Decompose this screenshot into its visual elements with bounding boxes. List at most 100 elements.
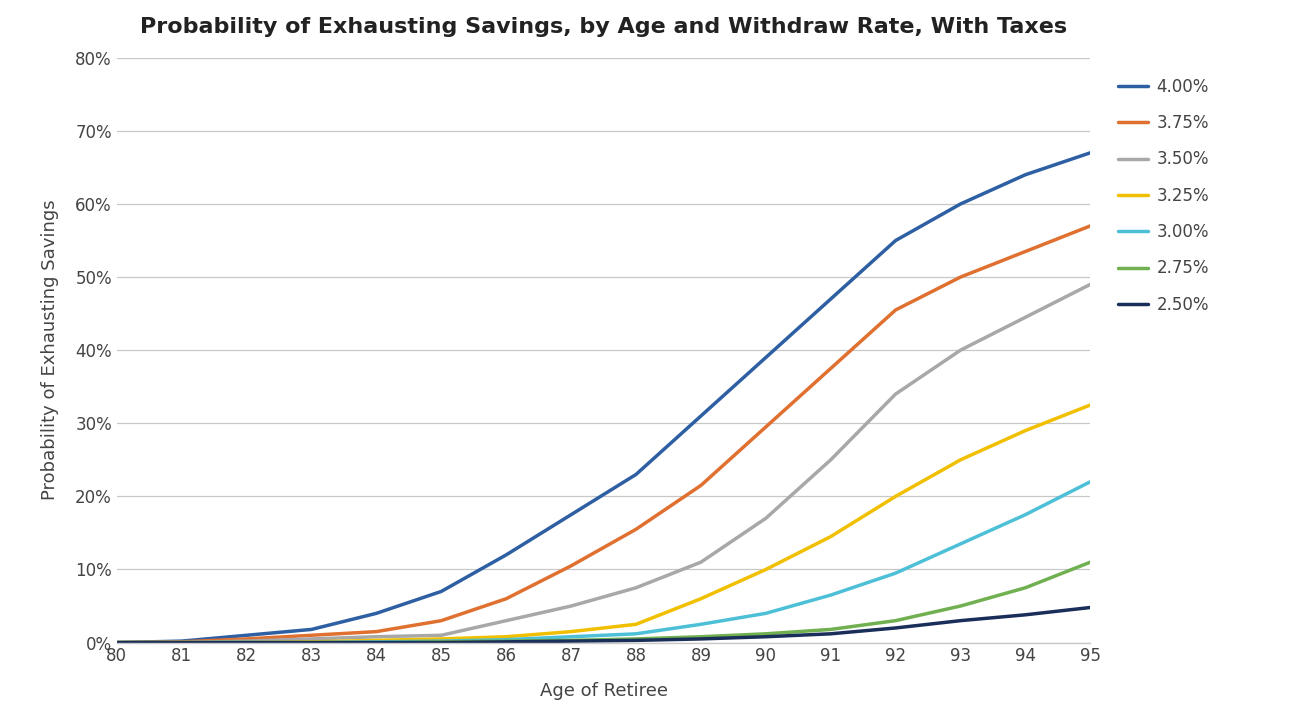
3.75% — [109, 638, 125, 647]
4.00% — [239, 631, 254, 640]
Line: 2.75%: 2.75% — [117, 562, 1090, 643]
2.50% — [823, 630, 839, 638]
3.00% — [304, 638, 319, 647]
3.25% — [304, 638, 319, 646]
4.00% — [369, 609, 384, 618]
4.00% — [758, 353, 774, 362]
3.00% — [563, 632, 579, 641]
2.50% — [1083, 603, 1098, 612]
3.25% — [563, 627, 579, 636]
3.50% — [434, 631, 449, 640]
Title: Probability of Exhausting Savings, by Age and Withdraw Rate, With Taxes: Probability of Exhausting Savings, by Ag… — [140, 17, 1067, 37]
2.75% — [304, 638, 319, 647]
2.75% — [823, 625, 839, 634]
3.75% — [239, 635, 254, 643]
2.50% — [1018, 611, 1033, 619]
3.25% — [1018, 426, 1033, 435]
4.00% — [174, 637, 190, 645]
3.00% — [758, 609, 774, 618]
3.00% — [888, 569, 903, 578]
2.75% — [888, 617, 903, 625]
3.00% — [239, 638, 254, 647]
3.50% — [239, 637, 254, 645]
3.25% — [888, 492, 903, 501]
4.00% — [498, 550, 514, 559]
3.00% — [109, 638, 125, 647]
2.50% — [693, 635, 709, 643]
3.50% — [693, 558, 709, 567]
2.75% — [628, 635, 644, 643]
4.00% — [1083, 149, 1098, 157]
3.75% — [823, 364, 839, 373]
4.00% — [109, 638, 125, 647]
2.50% — [304, 638, 319, 647]
3.25% — [628, 620, 644, 629]
2.50% — [888, 624, 903, 632]
2.75% — [693, 632, 709, 641]
3.50% — [628, 583, 644, 592]
2.75% — [174, 638, 190, 647]
4.00% — [888, 236, 903, 245]
3.75% — [304, 631, 319, 640]
3.50% — [888, 390, 903, 399]
3.50% — [369, 632, 384, 641]
2.50% — [109, 638, 125, 647]
4.00% — [1018, 170, 1033, 179]
2.75% — [758, 630, 774, 638]
4.00% — [693, 412, 709, 420]
4.00% — [563, 510, 579, 519]
3.25% — [434, 635, 449, 643]
3.25% — [953, 456, 968, 464]
3.50% — [304, 635, 319, 643]
3.75% — [758, 422, 774, 431]
3.75% — [693, 481, 709, 490]
3.75% — [434, 617, 449, 625]
2.50% — [174, 638, 190, 647]
2.75% — [369, 638, 384, 647]
2.50% — [563, 637, 579, 645]
3.25% — [174, 638, 190, 647]
3.00% — [1083, 477, 1098, 486]
3.50% — [953, 346, 968, 355]
3.75% — [888, 305, 903, 314]
3.25% — [369, 636, 384, 645]
3.50% — [109, 638, 125, 647]
2.50% — [628, 636, 644, 645]
2.75% — [434, 638, 449, 646]
4.00% — [304, 625, 319, 634]
3.25% — [823, 532, 839, 541]
3.50% — [823, 456, 839, 464]
3.75% — [563, 562, 579, 570]
2.50% — [758, 632, 774, 641]
3.00% — [628, 630, 644, 638]
3.75% — [628, 525, 644, 534]
Line: 3.50%: 3.50% — [117, 284, 1090, 643]
Line: 2.50%: 2.50% — [117, 607, 1090, 643]
3.00% — [1018, 510, 1033, 519]
2.50% — [498, 638, 514, 646]
3.75% — [174, 638, 190, 646]
Line: 3.00%: 3.00% — [117, 482, 1090, 643]
4.00% — [434, 587, 449, 596]
2.50% — [369, 638, 384, 647]
3.50% — [758, 514, 774, 523]
3.75% — [953, 273, 968, 282]
4.00% — [823, 295, 839, 303]
X-axis label: Age of Retiree: Age of Retiree — [540, 682, 667, 700]
3.25% — [758, 565, 774, 574]
3.75% — [498, 594, 514, 603]
2.50% — [239, 638, 254, 647]
3.00% — [174, 638, 190, 647]
4.00% — [953, 199, 968, 208]
3.75% — [1018, 247, 1033, 256]
3.50% — [174, 638, 190, 647]
3.00% — [369, 638, 384, 646]
2.75% — [498, 637, 514, 645]
3.00% — [498, 635, 514, 644]
3.25% — [109, 638, 125, 647]
3.00% — [953, 539, 968, 548]
2.75% — [563, 636, 579, 645]
Legend: 4.00%, 3.75%, 3.50%, 3.25%, 3.00%, 2.75%, 2.50%: 4.00%, 3.75%, 3.50%, 3.25%, 3.00%, 2.75%… — [1118, 78, 1208, 314]
3.00% — [693, 620, 709, 629]
3.25% — [1083, 401, 1098, 409]
